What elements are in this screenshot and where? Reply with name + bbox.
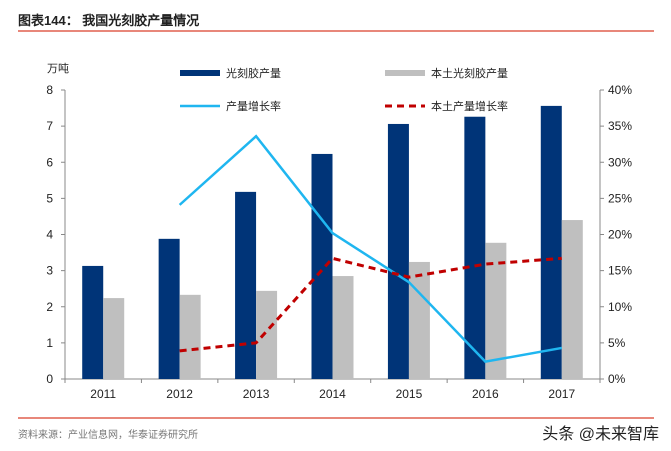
- y-axis-label: 万吨: [47, 62, 69, 75]
- bar-local-2011: [103, 298, 125, 379]
- right-tick-label: 10%: [608, 300, 632, 314]
- bar-total-2011: [82, 265, 104, 379]
- source-note: 资料来源：产业信息网，华泰证券研究所: [18, 430, 198, 441]
- legend-label: 光刻胶产量: [226, 66, 281, 80]
- legend-label: 本土产量增长率: [431, 99, 508, 113]
- left-tick-label: 3: [46, 264, 53, 278]
- line-local-growth: [179, 256, 562, 353]
- left-tick-label: 6: [46, 155, 53, 169]
- bar-total-2015: [387, 123, 409, 380]
- bar-local-2015: [408, 261, 430, 379]
- bottom-divider: [18, 417, 654, 419]
- right-tick-label: 30%: [608, 155, 632, 169]
- right-tick-label: 20%: [608, 228, 632, 242]
- legend-label: 产量增长率: [226, 99, 281, 113]
- bar-total-2013: [235, 191, 257, 379]
- x-tick-label: 2011: [90, 387, 116, 401]
- bar-total-2016: [464, 116, 486, 380]
- right-tick-label: 5%: [608, 336, 626, 350]
- x-tick-label: 2016: [472, 387, 499, 401]
- bar-total-2014: [311, 153, 333, 379]
- left-tick-label: 4: [46, 228, 53, 242]
- right-tick-label: 15%: [608, 264, 632, 278]
- right-tick-label: 25%: [608, 191, 632, 205]
- legend-label: 本土光刻胶产量: [431, 66, 508, 80]
- bar-local-2014: [332, 276, 354, 379]
- left-tick-label: 5: [46, 191, 53, 205]
- left-tick-label: 7: [46, 119, 53, 133]
- top-divider: [18, 30, 654, 32]
- line-total-growth: [178, 134, 563, 364]
- bar-local-2016: [485, 242, 507, 379]
- left-tick-label: 2: [46, 300, 53, 314]
- x-tick-label: 2015: [396, 387, 423, 401]
- right-tick-label: 40%: [608, 83, 632, 97]
- right-tick-label: 0%: [608, 372, 626, 386]
- legend-swatch: [385, 70, 425, 76]
- bar-total-2012: [158, 238, 180, 379]
- bar-total-2017: [540, 105, 562, 380]
- x-tick-label: 2012: [166, 387, 193, 401]
- x-tick-label: 2013: [243, 387, 270, 401]
- x-tick-label: 2014: [319, 387, 346, 401]
- bar-local-2017: [561, 220, 583, 379]
- bar-local-2013: [256, 290, 278, 379]
- watermark: 头条 @未来智库: [542, 426, 659, 443]
- x-tick-label: 2017: [548, 387, 575, 401]
- legend-swatch: [180, 70, 220, 76]
- left-tick-label: 1: [46, 336, 53, 350]
- right-tick-label: 35%: [608, 119, 632, 133]
- bar-local-2012: [179, 294, 201, 379]
- left-tick-label: 0: [46, 372, 53, 386]
- figure-title: 图表144： 我国光刻胶产量情况: [18, 13, 200, 28]
- left-tick-label: 8: [46, 83, 53, 97]
